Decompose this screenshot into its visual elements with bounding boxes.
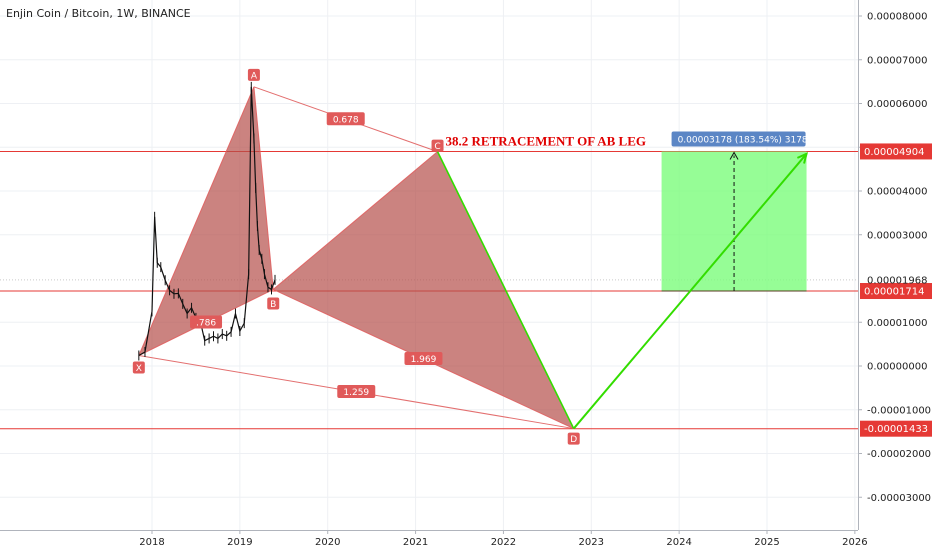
y-tick-label: 0.00004000: [867, 187, 927, 198]
point-label: B: [270, 300, 276, 310]
annotation-text: 38.2 RETRACEMENT OF AB LEG: [446, 134, 646, 149]
x-tick-label: 2018: [139, 537, 164, 548]
harmonic-pattern: [138, 86, 575, 430]
x-tick-label: 2022: [491, 537, 516, 548]
overlay-labels: 0.678 .786 1.969 1.259 X A B C D 38.2 RETRACEMENT…: [132, 68, 809, 445]
price-tag-label: 0.00001714: [864, 287, 924, 298]
measure-label-bg: [671, 131, 806, 147]
price-tag-bg: [860, 143, 932, 160]
measure-arrow-head: [729, 151, 739, 160]
ratio-label: 0.678: [333, 115, 359, 125]
x-tick-label: 2023: [579, 537, 604, 548]
point-label: C: [434, 142, 440, 152]
ratio-label-bg: [404, 352, 443, 365]
point-label-bg: [247, 68, 260, 81]
ratio-label-bg: [190, 315, 223, 329]
x-tick-label: 2021: [403, 537, 428, 548]
target-box: [661, 151, 807, 292]
price-tag-bg: [860, 283, 932, 300]
pattern-leg-xa: [138, 86, 255, 356]
y-tick-label: -0.00001000: [867, 405, 931, 416]
y-tick-label: 0.00001000: [867, 318, 927, 329]
ratio-label: 1.259: [343, 388, 369, 398]
y-tick-label: 0.00000000: [867, 362, 927, 373]
price-axis[interactable]: 0.000080000.000070000.000060000.00005000…: [858, 12, 932, 504]
x-tick-label: 2026: [842, 537, 867, 548]
projection-arrow-head: [796, 152, 809, 164]
point-label: X: [136, 364, 142, 374]
time-axis[interactable]: 2018 2019 2020 2021 2022 2023 2024 2025 2026: [139, 530, 868, 548]
point-label: A: [251, 71, 258, 81]
y-tick-label: 0.00008000: [867, 12, 927, 23]
price-tag-label: 0.00004904: [864, 147, 924, 158]
price-tag-label: -0.00001433: [864, 424, 928, 435]
price-series-group: [138, 81, 276, 361]
y-tick-label: 0.00007000: [867, 55, 927, 66]
projection-arrow-line: [572, 153, 808, 430]
y-tick-label: -0.00003000: [867, 493, 931, 504]
pattern-leg-cd: [436, 151, 575, 429]
price-tag-bg: [860, 420, 932, 437]
pattern-leg-bc: [272, 151, 438, 290]
x-tick-label: 2024: [666, 537, 691, 548]
y-tick-label: 0.00003000: [867, 230, 927, 241]
y-tick-label: 0.00006000: [867, 99, 927, 110]
point-label-bg: [567, 432, 580, 445]
ratio-label-bg: [326, 112, 365, 126]
pattern-bcd-triangle: [273, 151, 574, 429]
point-label: D: [570, 435, 577, 445]
ratio-label-bg: [337, 385, 376, 399]
chart-title: Enjin Coin / Bitcoin, 1W, BINANCE: [6, 7, 191, 20]
y-tick-label: -0.00002000: [867, 449, 931, 460]
ratio-label: 1.969: [411, 355, 437, 365]
ratio-label: .786: [196, 318, 216, 328]
point-label-bg: [431, 139, 444, 152]
x-tick-label: 2020: [315, 537, 340, 548]
point-label-bg: [267, 297, 280, 310]
x-tick-label: 2025: [754, 537, 779, 548]
x-tick-label: 2019: [227, 537, 252, 548]
measure-label: 0.00003178 (183.54%) 3178: [678, 135, 808, 145]
pattern-xab-triangle: [138, 86, 274, 356]
pattern-leg-ab: [253, 86, 274, 290]
current-price-label: 0.00001968: [867, 275, 927, 286]
target-box-group: 0.00003178 (183.54%) 3178: [661, 131, 808, 292]
point-label-bg: [132, 361, 145, 374]
